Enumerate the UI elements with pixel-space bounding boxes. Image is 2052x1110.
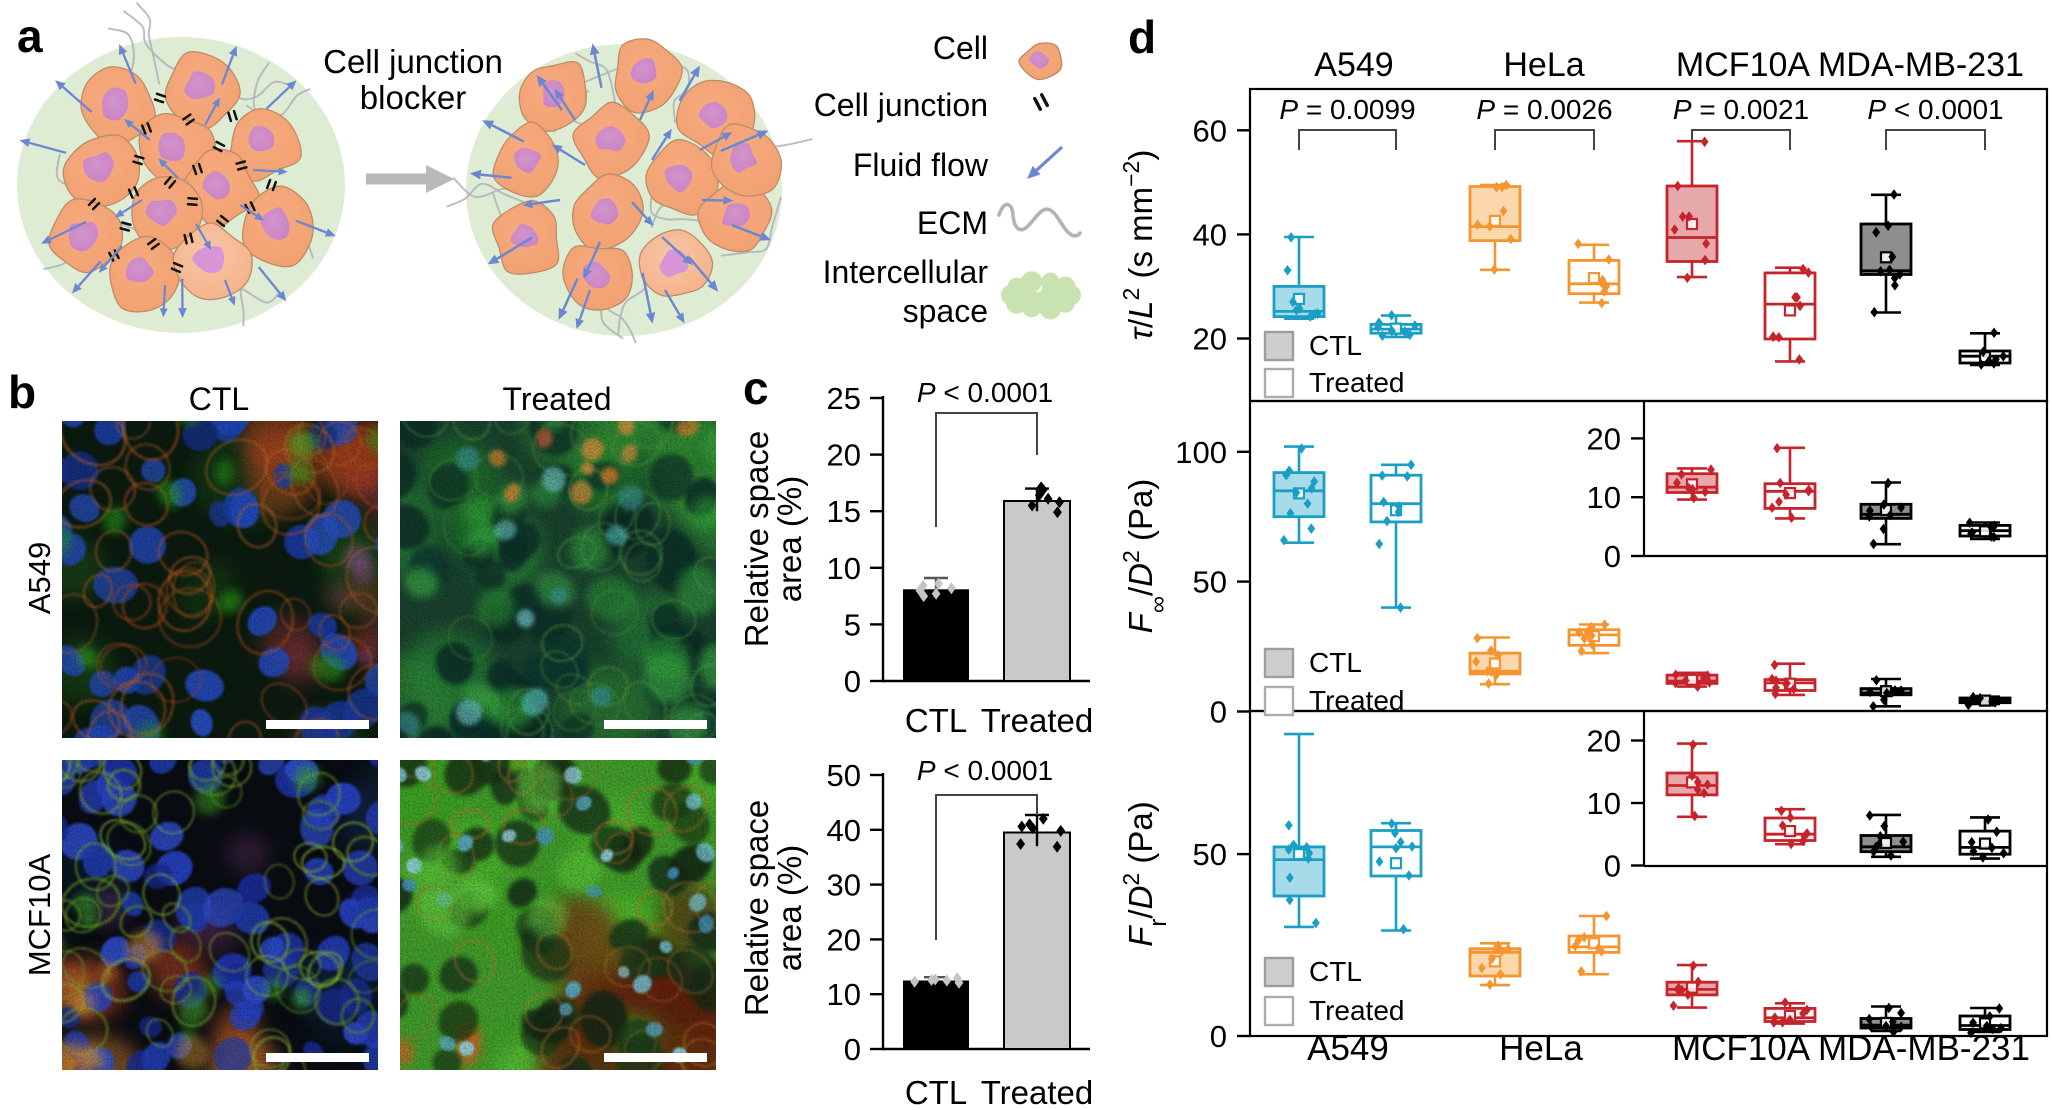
svg-text:blocker: blocker bbox=[360, 79, 466, 116]
svg-text:40: 40 bbox=[827, 813, 861, 848]
svg-text:0: 0 bbox=[1210, 695, 1227, 730]
svg-text:area (%): area (%) bbox=[771, 845, 808, 972]
svg-text:P < 0.0001: P < 0.0001 bbox=[917, 377, 1053, 408]
svg-text:space: space bbox=[903, 293, 988, 329]
svg-text:MDA-MB-231: MDA-MB-231 bbox=[1818, 1029, 2030, 1068]
svg-text:P = 0.0099: P = 0.0099 bbox=[1279, 94, 1415, 125]
svg-text:Treated: Treated bbox=[981, 1074, 1094, 1110]
svg-text:0: 0 bbox=[844, 1032, 861, 1067]
svg-text:Fluid flow: Fluid flow bbox=[853, 147, 989, 183]
svg-text:CTL: CTL bbox=[1309, 330, 1362, 361]
svg-text:10: 10 bbox=[1587, 786, 1621, 821]
svg-text:a: a bbox=[17, 10, 43, 62]
svg-text:A549: A549 bbox=[1314, 46, 1393, 84]
svg-text:0: 0 bbox=[1210, 1019, 1227, 1054]
svg-text:Treated: Treated bbox=[502, 381, 611, 417]
svg-text:Cell junction: Cell junction bbox=[814, 87, 988, 123]
svg-text:5: 5 bbox=[844, 607, 861, 642]
svg-text:10: 10 bbox=[827, 977, 861, 1012]
svg-text:MDA-MB-231: MDA-MB-231 bbox=[1818, 46, 2024, 84]
svg-text:d: d bbox=[1128, 11, 1156, 63]
svg-text:10: 10 bbox=[1587, 480, 1621, 515]
svg-text:0: 0 bbox=[1604, 539, 1621, 574]
svg-text:CTL: CTL bbox=[905, 1074, 967, 1110]
svg-text:Treated: Treated bbox=[1309, 367, 1404, 398]
svg-text:MCF10A: MCF10A bbox=[1676, 46, 1810, 84]
svg-text:50: 50 bbox=[1193, 565, 1227, 600]
svg-text:CTL: CTL bbox=[1309, 956, 1362, 987]
svg-text:P < 0.0001: P < 0.0001 bbox=[1867, 94, 2003, 125]
svg-text:MCF10A: MCF10A bbox=[1672, 1029, 1811, 1068]
svg-text:10: 10 bbox=[827, 551, 861, 586]
svg-text:c: c bbox=[743, 362, 769, 414]
svg-text:20: 20 bbox=[827, 438, 861, 473]
svg-text:MCF10A: MCF10A bbox=[22, 854, 57, 977]
svg-text:P = 0.0021: P = 0.0021 bbox=[1673, 94, 1809, 125]
svg-text:Intercellular: Intercellular bbox=[823, 254, 989, 290]
svg-text:25: 25 bbox=[827, 381, 861, 416]
svg-text:area (%): area (%) bbox=[771, 476, 808, 603]
svg-text:Treated: Treated bbox=[1309, 685, 1404, 716]
svg-text:Cell: Cell bbox=[933, 30, 988, 66]
svg-text:P = 0.0026: P = 0.0026 bbox=[1476, 94, 1612, 125]
svg-text:CTL: CTL bbox=[905, 702, 967, 739]
svg-text:50: 50 bbox=[827, 758, 861, 793]
svg-text:50: 50 bbox=[1193, 837, 1227, 872]
svg-text:20: 20 bbox=[827, 922, 861, 957]
svg-text:Cell junction: Cell junction bbox=[323, 43, 503, 80]
svg-text:Relative space: Relative space bbox=[738, 800, 775, 1016]
svg-text:0: 0 bbox=[1604, 849, 1621, 884]
svg-text:20: 20 bbox=[1587, 724, 1621, 759]
svg-text:100: 100 bbox=[1175, 435, 1227, 470]
svg-text:0: 0 bbox=[844, 664, 861, 699]
svg-text:A549: A549 bbox=[22, 542, 57, 614]
svg-text:HeLa: HeLa bbox=[1499, 1029, 1583, 1068]
svg-text:CTL: CTL bbox=[189, 381, 249, 417]
svg-text:b: b bbox=[8, 366, 36, 418]
svg-text:HeLa: HeLa bbox=[1503, 46, 1584, 84]
svg-text:ECM: ECM bbox=[917, 205, 988, 241]
svg-text:60: 60 bbox=[1193, 113, 1227, 148]
svg-text:Treated: Treated bbox=[981, 702, 1094, 739]
svg-text:Relative space: Relative space bbox=[738, 431, 775, 647]
svg-text:40: 40 bbox=[1193, 217, 1227, 252]
svg-text:P < 0.0001: P < 0.0001 bbox=[917, 755, 1053, 786]
svg-text:20: 20 bbox=[1587, 421, 1621, 456]
svg-text:Treated: Treated bbox=[1309, 995, 1404, 1026]
svg-text:15: 15 bbox=[827, 494, 861, 529]
svg-text:CTL: CTL bbox=[1309, 647, 1362, 678]
svg-text:30: 30 bbox=[827, 868, 861, 903]
svg-text:A549: A549 bbox=[1307, 1029, 1389, 1068]
svg-text:20: 20 bbox=[1193, 322, 1227, 357]
